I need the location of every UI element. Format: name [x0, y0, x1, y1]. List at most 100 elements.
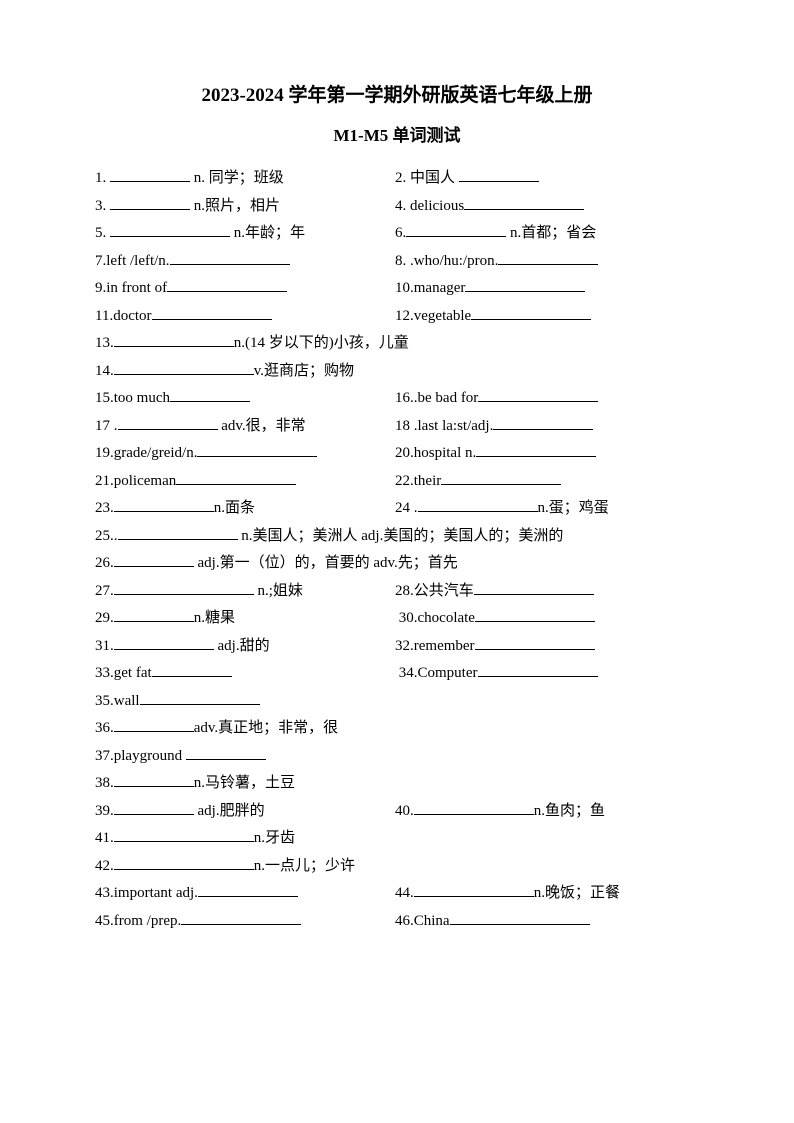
list-row: 27. n.;姐妹 28.公共汽车	[95, 577, 699, 605]
item-text: 7.left /left/n.	[95, 253, 170, 269]
fill-blank[interactable]	[465, 274, 585, 292]
fill-blank[interactable]	[474, 577, 594, 595]
item-text: 2. 中国人	[395, 170, 459, 186]
item-text: 38.	[95, 775, 114, 791]
list-item: 36.adv.真正地；非常，很	[95, 714, 699, 742]
item-text: n.面条	[214, 500, 255, 516]
fill-blank[interactable]	[475, 632, 595, 650]
item-text: 9.in front of	[95, 280, 167, 296]
fill-blank[interactable]	[152, 659, 232, 677]
fill-blank[interactable]	[471, 302, 591, 320]
list-item: 43.important adj.	[95, 879, 395, 907]
fill-blank[interactable]	[197, 439, 317, 457]
fill-blank[interactable]	[498, 247, 598, 265]
item-text: 6.	[395, 225, 406, 241]
list-item: 24 .n.蛋；鸡蛋	[395, 494, 699, 522]
fill-blank[interactable]	[167, 274, 287, 292]
fill-blank[interactable]	[478, 384, 598, 402]
list-item: 11.doctor	[95, 302, 395, 330]
list-item: 17 . adv.很，非常	[95, 412, 395, 440]
fill-blank[interactable]	[475, 604, 595, 622]
item-text: n.牙齿	[254, 830, 295, 846]
item-text: 24 .	[395, 500, 418, 516]
list-item: 20.hospital n.	[395, 439, 699, 467]
fill-blank[interactable]	[114, 577, 254, 595]
fill-blank[interactable]	[170, 247, 290, 265]
item-text: adj.肥胖的	[194, 803, 265, 819]
fill-blank[interactable]	[114, 714, 194, 732]
fill-blank[interactable]	[114, 797, 194, 815]
fill-blank[interactable]	[110, 164, 190, 182]
fill-blank[interactable]	[176, 467, 296, 485]
fill-blank[interactable]	[198, 879, 298, 897]
fill-blank[interactable]	[152, 302, 272, 320]
item-text: n.晚饭；正餐	[534, 885, 620, 901]
list-item: 23.n.面条	[95, 494, 395, 522]
item-text: n.年龄；年	[230, 225, 305, 241]
list-item: 21.policeman	[95, 467, 395, 495]
list-row: 13. n.(14 岁以下的)小孩，儿童	[95, 329, 699, 357]
list-item: 10.manager	[395, 274, 699, 302]
fill-blank[interactable]	[450, 907, 590, 925]
item-text: 34.Computer	[399, 665, 478, 681]
list-item: 31. adj.甜的	[95, 632, 395, 660]
item-text: n.马铃薯，土豆	[194, 775, 295, 791]
list-row: 38. n.马铃薯，土豆	[95, 769, 699, 797]
item-text: n.鱼肉；鱼	[534, 803, 605, 819]
list-row: 36.adv.真正地；非常，很	[95, 714, 699, 742]
list-item: 40.n.鱼肉；鱼	[395, 797, 699, 825]
list-item: 14.v.逛商店；购物	[95, 357, 699, 385]
list-item: 46.China	[395, 907, 699, 935]
fill-blank[interactable]	[478, 659, 598, 677]
fill-blank[interactable]	[493, 412, 593, 430]
list-item: 12.vegetable	[395, 302, 699, 330]
fill-blank[interactable]	[114, 549, 194, 567]
item-text: 15.too much	[95, 390, 170, 406]
item-text: 13.	[95, 335, 114, 351]
fill-blank[interactable]	[186, 742, 266, 760]
fill-blank[interactable]	[441, 467, 561, 485]
list-item: 3. n.照片，相片	[95, 192, 395, 220]
item-text: 16..be bad for	[395, 390, 478, 406]
item-text: n.照片，相片	[190, 198, 280, 214]
list-item: 27. n.;姐妹	[95, 577, 395, 605]
fill-blank[interactable]	[459, 164, 539, 182]
fill-blank[interactable]	[114, 494, 214, 512]
fill-blank[interactable]	[464, 192, 584, 210]
fill-blank[interactable]	[414, 879, 534, 897]
fill-blank[interactable]	[140, 687, 260, 705]
item-text: n.(14 岁以下的)小孩，儿童	[234, 335, 409, 351]
fill-blank[interactable]	[110, 192, 190, 210]
list-item: 29.n.糖果	[95, 604, 395, 632]
list-row: 17 . adv.很，非常 18 .last la:st/adj.	[95, 412, 699, 440]
list-row: 7.left /left/n. 8. .who/hu:/pron.	[95, 247, 699, 275]
item-text: 21.policeman	[95, 473, 176, 489]
item-text: 11.doctor	[95, 308, 152, 324]
item-text: 35.wall	[95, 693, 140, 709]
list-item: 45.from /prep.	[95, 907, 395, 935]
fill-blank[interactable]	[114, 329, 234, 347]
item-text: 36.	[95, 720, 114, 736]
fill-blank[interactable]	[418, 494, 538, 512]
item-text: 41.	[95, 830, 114, 846]
fill-blank[interactable]	[114, 852, 254, 870]
fill-blank[interactable]	[114, 824, 254, 842]
fill-blank[interactable]	[118, 412, 218, 430]
fill-blank[interactable]	[114, 357, 254, 375]
fill-blank[interactable]	[114, 769, 194, 787]
list-item: 8. .who/hu:/pron.	[395, 247, 699, 275]
fill-blank[interactable]	[170, 384, 250, 402]
fill-blank[interactable]	[118, 522, 238, 540]
fill-blank[interactable]	[476, 439, 596, 457]
list-item: 42.n.一点儿；少许	[95, 852, 699, 880]
fill-blank[interactable]	[414, 797, 534, 815]
fill-blank[interactable]	[114, 632, 214, 650]
list-row: 5. n.年龄；年 6. n.首都；省会	[95, 219, 699, 247]
fill-blank[interactable]	[406, 219, 506, 237]
fill-blank[interactable]	[114, 604, 194, 622]
fill-blank[interactable]	[110, 219, 230, 237]
list-item: 26. adj.第一（位）的，首要的 adv.先；首先	[95, 549, 699, 577]
list-item: 16..be bad for	[395, 384, 699, 412]
list-row: 21.policeman 22.their	[95, 467, 699, 495]
fill-blank[interactable]	[181, 907, 301, 925]
